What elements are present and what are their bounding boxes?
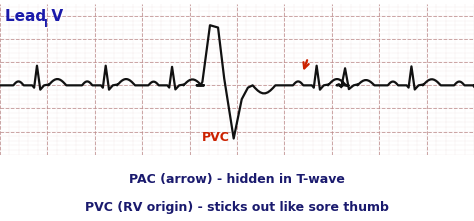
Text: PAC (arrow) - hidden in T-wave: PAC (arrow) - hidden in T-wave <box>129 173 345 185</box>
Text: Lead V: Lead V <box>5 9 63 24</box>
Text: PVC (RV origin) - sticks out like sore thumb: PVC (RV origin) - sticks out like sore t… <box>85 201 389 214</box>
Text: I: I <box>44 19 48 29</box>
Text: PVC: PVC <box>202 131 229 144</box>
